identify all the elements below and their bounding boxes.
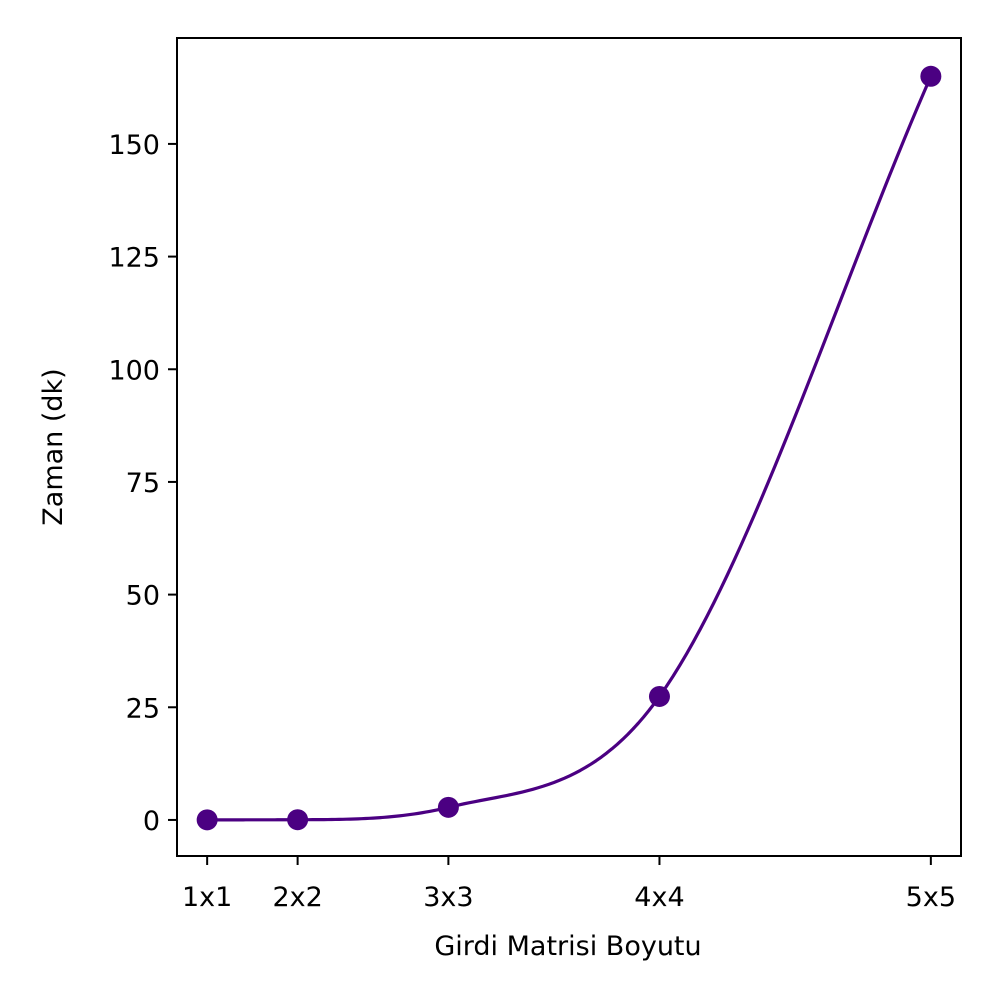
data-point [287, 809, 309, 831]
y-tick-label: 25 [126, 693, 160, 724]
x-tick-label: 1x1 [182, 882, 232, 913]
y-axis-label: Zaman (dk) [38, 368, 69, 525]
x-axis-label: Girdi Matrisi Boyutu [434, 931, 701, 962]
y-tick-label: 50 [126, 581, 160, 612]
data-point [196, 809, 218, 831]
plot-layer [196, 65, 942, 831]
plot-frame [176, 37, 962, 857]
y-tick-label: 150 [108, 130, 160, 161]
y-tick-label: 100 [108, 355, 160, 386]
data-point [437, 796, 459, 818]
x-tick-label: 3x3 [423, 882, 473, 913]
data-point [648, 685, 670, 707]
y-tick-label: 75 [126, 468, 160, 499]
data-point [920, 65, 942, 87]
axis-layer: 0 25 50 75 100 125 150 1x1 2x2 3x3 4x4 5x5 [108, 37, 962, 913]
y-tick-label: 125 [108, 243, 160, 274]
series-line [207, 75, 933, 822]
x-tick-label: 2x2 [272, 882, 322, 913]
x-tick-label: 5x5 [906, 882, 956, 913]
x-tick-label: 4x4 [634, 882, 684, 913]
y-tick-label: 0 [143, 806, 160, 837]
